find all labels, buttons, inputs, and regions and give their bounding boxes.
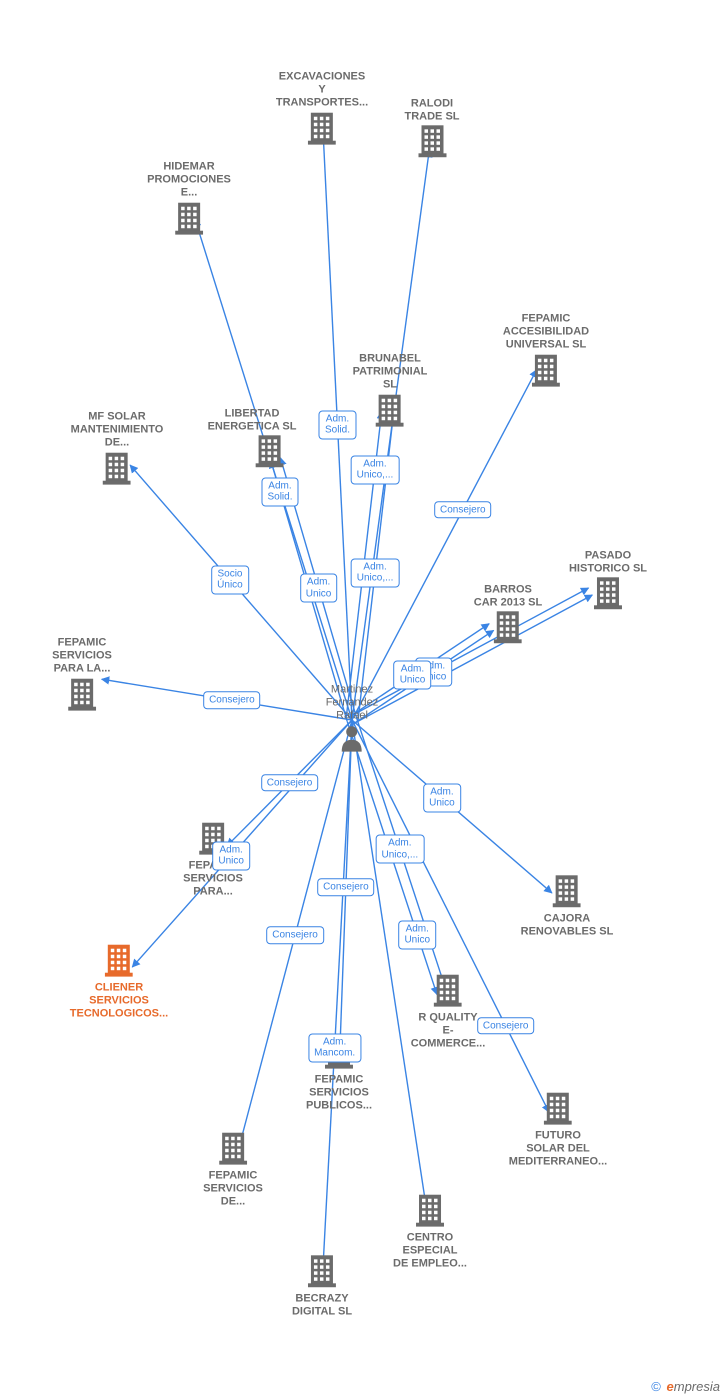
company-node-rquality[interactable]: R QUALITY E- COMMERCE... (411, 973, 486, 1052)
building-icon (494, 610, 522, 649)
edge-role-label[interactable]: Adm. Unico,... (375, 835, 424, 864)
edge-role-label[interactable]: Adm. Solid. (319, 410, 356, 439)
company-node-fepacces[interactable]: FEPAMIC ACCESIBILIDAD UNIVERSAL SL (503, 313, 589, 392)
company-node-hidemar[interactable]: HIDEMAR PROMOCIONES E... (147, 161, 231, 240)
node-label: FEPAMIC ACCESIBILIDAD UNIVERSAL SL (503, 313, 589, 353)
node-label: FEPAMIC SERVICIOS PUBLICOS... (306, 1074, 372, 1114)
node-label: EXCAVACIONES Y TRANSPORTES... (276, 71, 368, 111)
company-node-libertad[interactable]: LIBERTAD ENERGETICA SL (226, 407, 315, 472)
edge-role-label[interactable]: Adm. Unico (212, 841, 250, 870)
company-node-futuro[interactable]: FUTURO SOLAR DEL MEDITERRANEO... (509, 1091, 607, 1170)
building-icon (544, 1091, 572, 1130)
edge-role-label[interactable]: Consejero (477, 1017, 535, 1035)
company-node-cajora[interactable]: CAJORA RENOVABLES SL (521, 873, 614, 938)
edge-role-label[interactable]: Adm. Solid. (261, 477, 298, 506)
building-icon (553, 873, 581, 912)
building-icon (434, 973, 462, 1012)
edge-role-label[interactable]: Consejero (261, 774, 319, 792)
network-diagram: Martinez Fernandez Rafael EXCAVACIONES Y… (0, 0, 728, 1400)
company-node-excav[interactable]: EXCAVACIONES Y TRANSPORTES... (276, 71, 368, 150)
node-label: BARROS CAR 2013 SL (474, 583, 542, 609)
building-icon (594, 576, 622, 615)
node-label: HIDEMAR PROMOCIONES E... (147, 161, 231, 201)
edge-role-label[interactable]: Adm. Unico (398, 920, 436, 949)
company-node-mfsolar[interactable]: MF SOLAR MANTENIMIENTO DE... (71, 411, 164, 490)
building-icon (532, 352, 560, 391)
edge-line (323, 720, 352, 1266)
edge-role-label[interactable]: Consejero (266, 927, 324, 945)
node-label: PASADO HISTORICO SL (569, 549, 647, 575)
brand-logo-rest: mpresia (674, 1379, 720, 1394)
edge-role-label[interactable]: Socio Único (211, 565, 249, 594)
node-label: CLIENER SERVICIOS TECNOLOGICOS... (70, 982, 168, 1022)
node-label: FUTURO SOLAR DEL MEDITERRANEO... (509, 1130, 607, 1170)
edge-role-label[interactable]: Adm. Unico,... (351, 558, 400, 587)
edge-line (352, 720, 427, 1212)
building-icon (68, 676, 96, 715)
node-label: FEPAMIC SERVICIOS PARA LA... (52, 637, 112, 677)
building-icon (308, 1253, 336, 1292)
building-icon (256, 434, 284, 473)
node-label: Martinez Fernandez Rafael (326, 684, 379, 724)
company-node-centro[interactable]: CENTRO ESPECIAL DE EMPLEO... (393, 1193, 467, 1272)
building-icon (416, 1193, 444, 1232)
person-icon (340, 723, 364, 756)
company-node-pasado[interactable]: PASADO HISTORICO SL (569, 549, 647, 614)
edge-role-label[interactable]: Adm. Unico (300, 574, 338, 603)
node-label: LIBERTAD ENERGETICA SL (208, 407, 297, 433)
company-node-fepde[interactable]: FEPAMIC SERVICIOS DE... (203, 1131, 263, 1210)
edge-line (350, 588, 588, 717)
node-label: BECRAZY DIGITAL SL (292, 1292, 352, 1318)
building-icon (308, 110, 336, 149)
edge-role-label[interactable]: Consejero (434, 501, 492, 519)
brand-logo-initial: e (667, 1379, 674, 1394)
edge-role-label[interactable]: Adm. Unico (394, 660, 432, 689)
edge-line (352, 720, 549, 1112)
node-label: CAJORA RENOVABLES SL (521, 912, 614, 938)
node-label: RALODI TRADE SL (405, 97, 460, 123)
company-node-cliener[interactable]: CLIENER SERVICIOS TECNOLOGICOS... (70, 943, 168, 1022)
node-label: MF SOLAR MANTENIMIENTO DE... (71, 411, 164, 451)
building-icon (418, 124, 446, 163)
footer-attribution: © empresia (651, 1379, 720, 1394)
center-person-node[interactable]: Martinez Fernandez Rafael (326, 684, 379, 757)
building-icon (105, 943, 133, 982)
edge-role-label[interactable]: Consejero (203, 692, 261, 710)
company-node-ralodi[interactable]: RALODI TRADE SL (405, 97, 460, 162)
building-icon (175, 200, 203, 239)
edge-role-label[interactable]: Adm. Mancom. (308, 1033, 361, 1062)
building-icon (219, 1131, 247, 1170)
node-label: CENTRO ESPECIAL DE EMPLEO... (393, 1232, 467, 1272)
company-node-brunabel[interactable]: BRUNABEL PATRIMONIAL SL (353, 353, 428, 432)
edge-line (352, 150, 429, 720)
edge-role-label[interactable]: Adm. Unico,... (351, 455, 400, 484)
node-label: R QUALITY E- COMMERCE... (411, 1012, 486, 1052)
company-node-fepla[interactable]: FEPAMIC SERVICIOS PARA LA... (52, 637, 112, 716)
building-icon (376, 392, 404, 431)
node-label: FEPAMIC SERVICIOS DE... (203, 1170, 263, 1210)
company-node-becrazy[interactable]: BECRAZY DIGITAL SL (292, 1253, 352, 1318)
building-icon (103, 450, 131, 489)
edge-role-label[interactable]: Consejero (317, 878, 375, 896)
edge-role-label[interactable]: Adm. Unico (423, 783, 461, 812)
node-label: BRUNABEL PATRIMONIAL SL (353, 353, 428, 393)
company-node-barros[interactable]: BARROS CAR 2013 SL (474, 583, 542, 648)
copyright-symbol: © (651, 1379, 661, 1394)
